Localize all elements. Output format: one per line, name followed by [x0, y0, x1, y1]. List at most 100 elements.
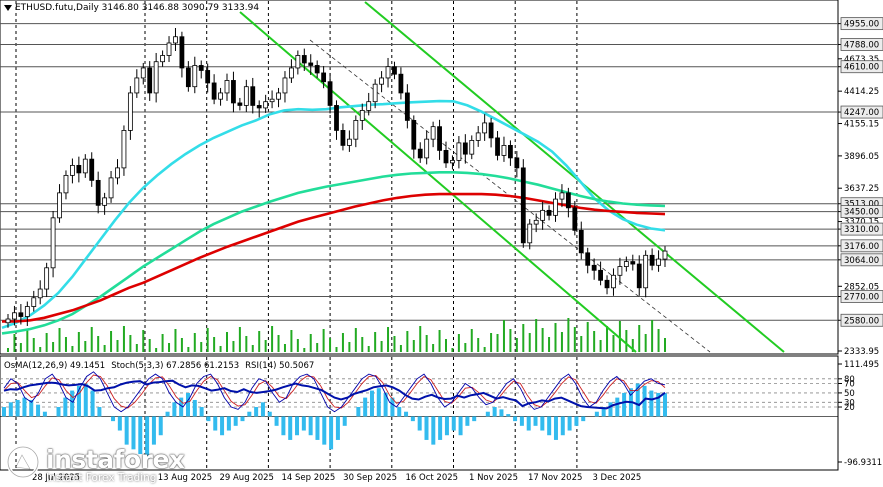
- candle-body: [102, 197, 108, 206]
- y-tick-label: 3896.05: [844, 152, 879, 162]
- volume-bar: [348, 342, 351, 352]
- candle-body: [546, 209, 552, 216]
- osma-bar: [233, 416, 238, 426]
- osc-tick-label: 80: [844, 375, 855, 385]
- volume-bar: [483, 347, 486, 352]
- price-badge: [840, 17, 883, 31]
- volume-bar: [387, 327, 390, 352]
- osma-bar: [274, 416, 279, 426]
- volume-bar: [361, 337, 364, 352]
- candle-body: [617, 266, 623, 276]
- candle-body: [76, 164, 82, 174]
- volume-bar: [110, 331, 113, 352]
- volume-bar: [354, 328, 357, 352]
- candle-body: [533, 219, 539, 225]
- osma-bar: [158, 416, 163, 436]
- volume-bar: [341, 333, 344, 352]
- candle-body: [224, 80, 230, 94]
- x-tick-label: 3 Dec 2025: [592, 473, 641, 483]
- osma-bar: [131, 416, 136, 450]
- x-tick-label: 17 Nov 2025: [528, 473, 582, 483]
- y-tick-label: 4610.00: [844, 63, 879, 73]
- x-tick-label: 16 Oct 2025: [406, 473, 459, 483]
- oscillator-header: OsMA(12,26,9) 49.1451 Stoch(5,3,3) 67.285…: [4, 361, 320, 371]
- volume-bar: [438, 330, 441, 352]
- candle-body: [179, 36, 185, 69]
- osma-bar: [656, 392, 661, 417]
- stoch-label: Stoch(5,3,3) 67.2856 61.2153: [111, 361, 240, 371]
- candle-body: [353, 120, 359, 140]
- osma-bar: [397, 407, 402, 417]
- osma-bar: [581, 416, 586, 422]
- candle-body: [540, 209, 546, 221]
- volume-bars: [7, 318, 666, 352]
- volume-bar: [412, 340, 415, 352]
- candle-body: [578, 229, 584, 254]
- osma-bar: [410, 416, 415, 422]
- volume-bar: [7, 348, 9, 352]
- price-badge: [840, 239, 883, 253]
- osma-bar: [383, 392, 388, 417]
- candle-body: [24, 306, 30, 317]
- osma-bar: [601, 407, 606, 417]
- osma-bar: [322, 416, 327, 445]
- osma-bar: [369, 390, 374, 417]
- candle-body: [185, 67, 191, 88]
- volume-bar: [116, 340, 119, 352]
- volume-bar: [19, 343, 22, 352]
- osma-bar: [138, 416, 143, 455]
- candle-body: [649, 254, 655, 266]
- osma-bar: [499, 409, 504, 417]
- osma-bar: [472, 416, 477, 422]
- candle-body: [404, 92, 410, 121]
- volume-bar: [380, 341, 383, 352]
- osma-bar: [560, 416, 565, 436]
- candle-body: [50, 217, 56, 269]
- osma-bar: [172, 402, 177, 417]
- candle-body: [636, 263, 642, 289]
- price-badge: [840, 313, 883, 327]
- volume-bar: [445, 339, 447, 352]
- symbol-label: ETHUSD.futu,Daily 3146.80 3146.88 3090.7…: [15, 3, 260, 13]
- dropdown-arrow-icon[interactable]: [4, 4, 12, 11]
- volume-bar: [664, 338, 666, 352]
- candle-body: [250, 86, 256, 106]
- osma-bar: [342, 416, 347, 426]
- candle-body: [31, 297, 37, 307]
- y-tick-label: 4673.35: [844, 55, 879, 65]
- candle-body: [604, 279, 610, 289]
- candle-body: [424, 138, 430, 159]
- volume-bar: [206, 328, 209, 352]
- x-tick-label: 14 Sep 2025: [281, 473, 335, 483]
- y-tick-label: 3450.00: [844, 208, 879, 218]
- candle-body: [623, 261, 629, 267]
- volume-bar: [13, 334, 16, 352]
- volume-bar: [161, 334, 164, 352]
- candle-body: [482, 122, 488, 134]
- y-tick-label: 2580.00: [844, 316, 879, 326]
- volume-bar: [573, 327, 576, 352]
- rsi-line: [3, 379, 666, 410]
- osma-bar: [295, 416, 300, 436]
- candle-body: [121, 130, 127, 169]
- candle-body: [276, 92, 281, 100]
- osma-bar: [424, 416, 429, 440]
- osma-bar: [485, 411, 490, 417]
- y-tick-label: 3310.00: [844, 225, 879, 235]
- volume-bar: [258, 331, 261, 352]
- osma-bar: [36, 404, 41, 417]
- y-tick-label: 4788.00: [844, 40, 879, 50]
- candle-body: [443, 149, 449, 164]
- osma-bar: [70, 390, 75, 417]
- candle-body: [475, 132, 481, 141]
- osma-bar: [376, 388, 381, 417]
- volume-bar: [509, 329, 512, 352]
- osma-bar: [56, 407, 61, 417]
- volume-bar: [329, 338, 332, 352]
- osma-bar: [642, 385, 647, 417]
- osma-bar: [42, 411, 47, 417]
- osma-bar: [179, 397, 184, 417]
- volume-bar: [103, 345, 106, 352]
